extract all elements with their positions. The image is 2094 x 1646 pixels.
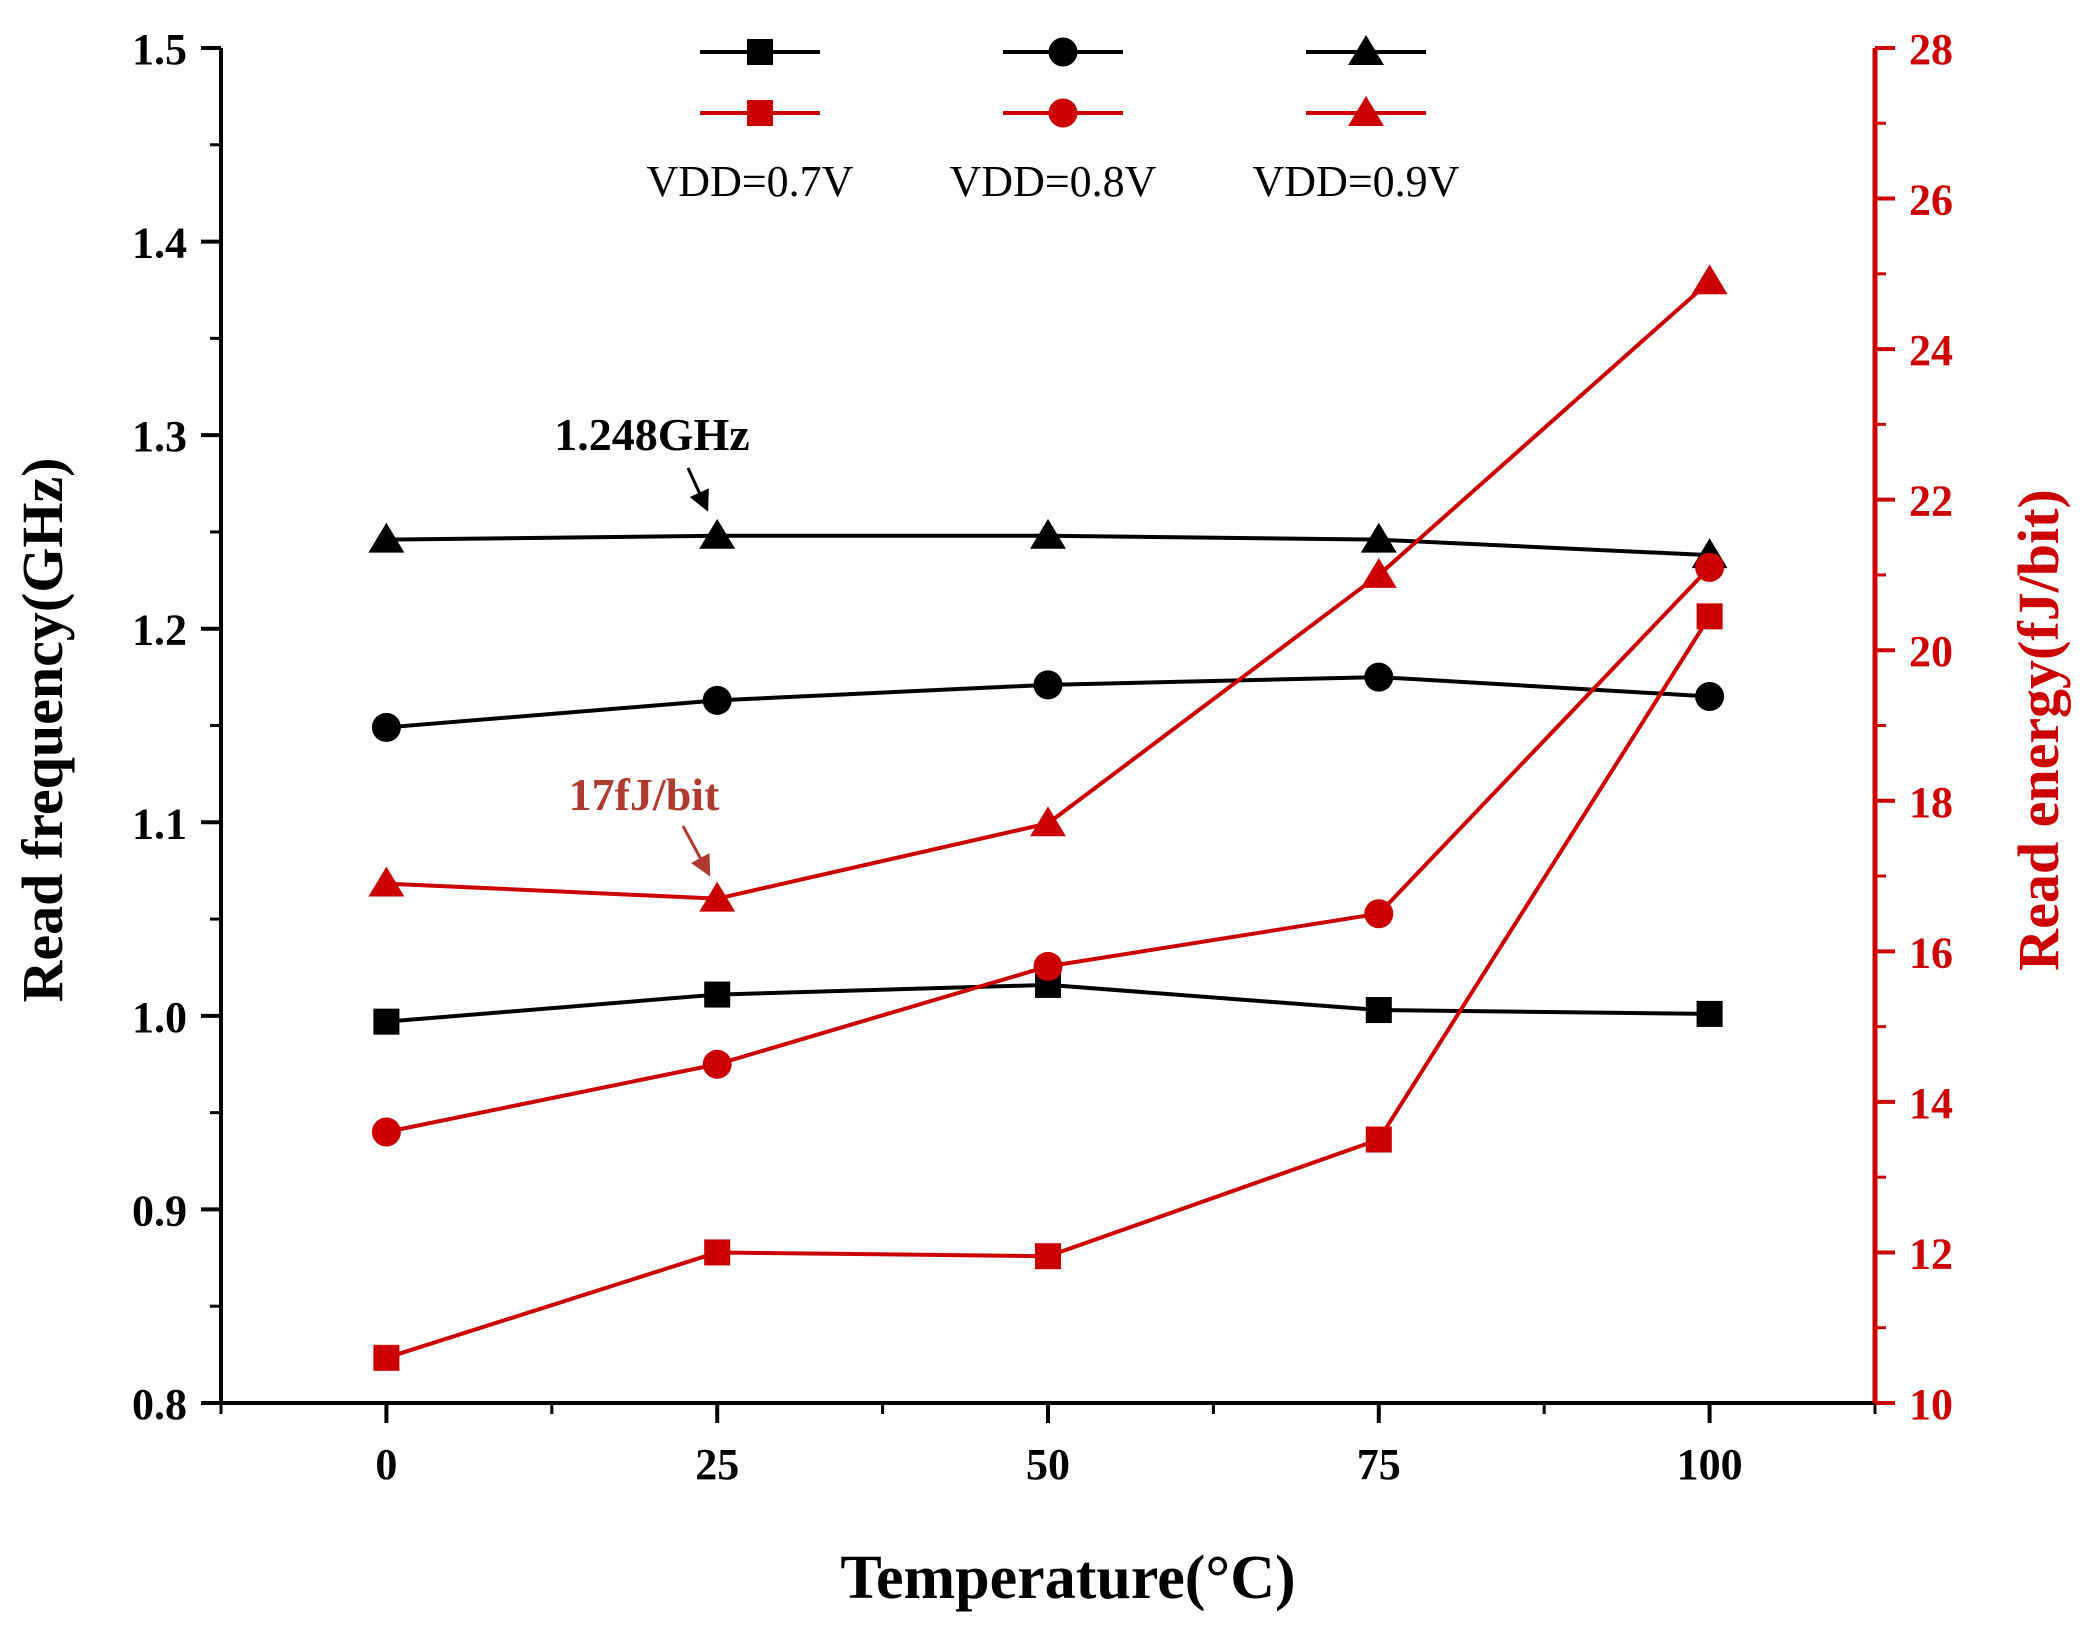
series-4 — [371, 552, 1725, 1147]
x-tick-label: 25 — [695, 1440, 739, 1489]
data-point-square — [1365, 1126, 1392, 1153]
data-point-square — [373, 1344, 400, 1371]
data-point-circle — [371, 1117, 401, 1147]
x-axis-title: Temperature(°C) — [840, 1544, 1295, 1612]
left-tick-label: 1.2 — [132, 606, 187, 655]
right-tick-label: 26 — [1909, 176, 1953, 225]
legend: VDD=0.7V VDD=0.8V VDD=0.9V — [647, 35, 1460, 206]
data-point-triangle — [368, 866, 405, 897]
data-point-triangle — [1030, 518, 1066, 549]
series-3 — [373, 603, 1723, 1371]
data-point-square — [1696, 603, 1723, 630]
annotation-arrow — [686, 467, 709, 512]
data-point-triangle — [1691, 264, 1728, 295]
data-point-square — [1035, 1243, 1061, 1270]
data-point-square — [1365, 997, 1392, 1024]
left-tick-label: 1.1 — [132, 799, 187, 848]
right-axis-title: Read energy(fJ/bit) — [2006, 489, 2071, 971]
left-tick-label: 0.8 — [132, 1380, 187, 1429]
right-tick-label: 20 — [1909, 627, 1953, 676]
series-layer — [368, 264, 1728, 1371]
left-tick-label: 0.9 — [132, 1186, 187, 1235]
legend-marker-black — [1348, 35, 1384, 65]
data-point-square — [373, 1008, 400, 1035]
axes-layer: 0 25 50 75 100 0.8 0.9 1.0 1.1 1.2 1.3 1.4 1.5 10 12 14… — [132, 25, 1953, 1489]
series-line — [385, 566, 1712, 1134]
right-tick-label: 28 — [1909, 25, 1953, 74]
series-5 — [368, 264, 1728, 912]
data-point-triangle — [1360, 522, 1397, 553]
x-tick-label: 75 — [1357, 1440, 1401, 1489]
left-tick-label: 1.0 — [132, 993, 187, 1042]
data-point-triangle — [699, 518, 736, 549]
right-tick-label: 24 — [1909, 326, 1953, 375]
series-1 — [371, 662, 1725, 742]
data-point-circle — [1695, 552, 1725, 582]
data-point-triangle — [1030, 806, 1066, 837]
data-point-circle — [371, 712, 401, 742]
legend-label: VDD=0.9V — [1253, 157, 1460, 206]
left-axis-title: Read frequency(GHz) — [10, 458, 75, 1003]
data-point-triangle — [1360, 557, 1397, 588]
data-point-circle — [702, 1049, 732, 1079]
right-tick-label: 12 — [1909, 1229, 1953, 1278]
data-point-square — [704, 1239, 731, 1266]
left-tick-label: 1.3 — [132, 412, 187, 461]
data-point-circle — [1364, 662, 1394, 692]
legend-marker-red — [1348, 96, 1384, 126]
data-point-circle — [1695, 681, 1725, 711]
legend-marker-black — [1048, 37, 1078, 67]
legend-marker-black — [747, 39, 773, 65]
annotation-label: 17fJ/bit — [569, 769, 720, 820]
data-point-circle — [1364, 899, 1394, 929]
series-0 — [373, 971, 1723, 1035]
left-tick-label: 1.4 — [132, 219, 187, 268]
right-tick-label: 10 — [1909, 1380, 1953, 1429]
right-tick-label: 18 — [1909, 778, 1953, 827]
data-point-circle — [1033, 670, 1063, 700]
series-2 — [368, 518, 1728, 569]
legend-label: VDD=0.8V — [950, 157, 1157, 206]
right-tick-label: 16 — [1909, 928, 1953, 977]
data-point-square — [704, 981, 731, 1008]
left-tick-label: 1.5 — [132, 25, 187, 74]
x-tick-label: 0 — [375, 1440, 397, 1489]
data-point-circle — [1033, 951, 1063, 981]
right-tick-label: 14 — [1909, 1079, 1953, 1128]
annotation-label: 1.248GHz — [554, 409, 749, 460]
data-point-triangle — [368, 522, 405, 553]
right-tick-label: 22 — [1909, 477, 1953, 526]
legend-marker-red — [747, 100, 773, 126]
annotations: 1.248GHz 17fJ/bit — [554, 409, 750, 877]
data-point-triangle — [699, 881, 736, 912]
legend-label: VDD=0.7V — [647, 157, 854, 206]
x-tick-label: 100 — [1677, 1440, 1743, 1489]
annotation-arrow — [681, 825, 711, 877]
x-tick-label: 50 — [1026, 1440, 1070, 1489]
data-point-circle — [702, 685, 732, 715]
data-point-square — [1696, 1000, 1723, 1027]
legend-marker-red — [1048, 98, 1078, 128]
